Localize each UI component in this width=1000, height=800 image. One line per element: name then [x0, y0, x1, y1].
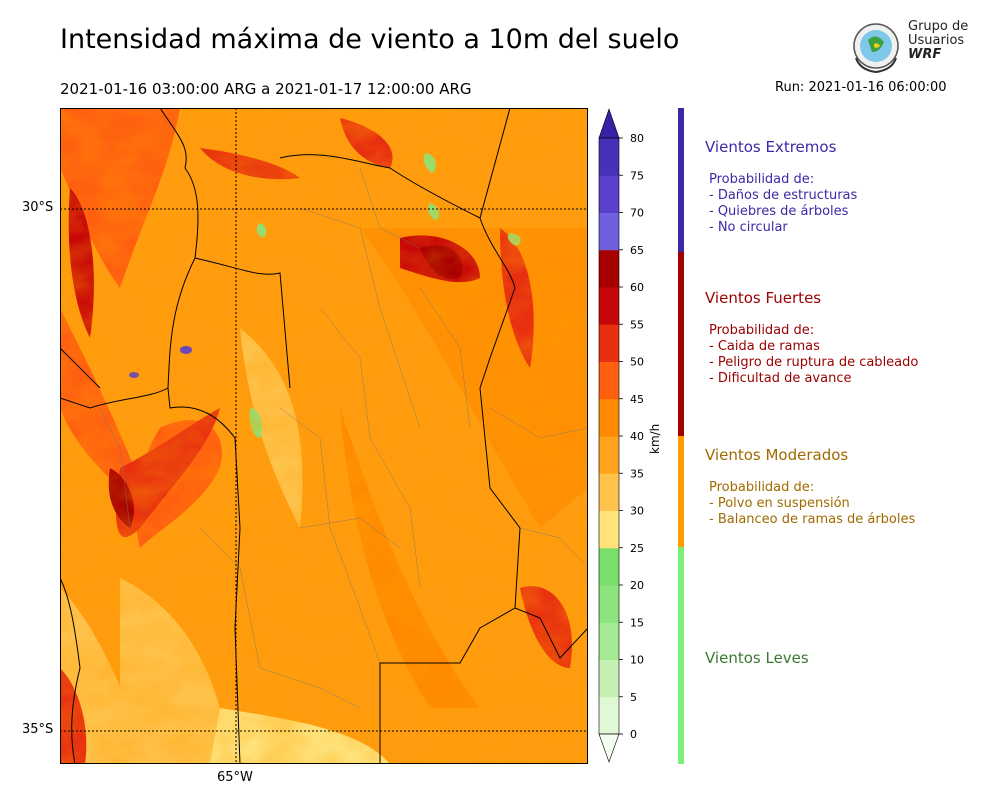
- valid-period: 2021-01-16 03:00:00 ARG a 2021-01-17 12:…: [60, 80, 472, 98]
- category-description-line: - No circular: [709, 220, 788, 235]
- logo-text: Grupo de Usuarios WRF: [908, 20, 968, 62]
- colorbar-segments: [598, 108, 620, 763]
- colorbar-tick-label: 45: [630, 393, 644, 406]
- colorbar-upper-extension: [598, 108, 620, 139]
- colorbar-segment: [599, 212, 619, 251]
- province-borders: [60, 108, 588, 764]
- colorbar-segment: [599, 361, 619, 400]
- colorbar-segment: [599, 175, 619, 213]
- category-description-line: - Quiebres de árboles: [709, 204, 849, 219]
- category-description: Probabilidad de: - Caida de ramas - Peligr…: [709, 323, 918, 387]
- colorbar-unit: km/h: [648, 423, 662, 454]
- logo-line-3: WRF: [908, 47, 942, 62]
- map-title: Intensidad máxima de viento a 10m del su…: [60, 24, 680, 55]
- lon-label-65w: 65°W: [217, 770, 253, 785]
- colorbar: 0 5 10 15 20 25 30 35 40 45 50 55 60 65 70 75 80: [598, 108, 644, 763]
- category-title: Vientos Extremos: [705, 138, 837, 156]
- grupo-wrf-logo: Grupo de Usuarios WRF: [848, 18, 978, 74]
- colorbar-segment: [599, 696, 619, 735]
- colorbar-ticks: 0 5 10 15 20 25 30 35 40 45 50 55 60 65 70 75 80: [619, 132, 644, 741]
- colorbar-segment: [599, 436, 619, 474]
- colorbar-tick-label: 55: [630, 318, 644, 331]
- colorbar-tick-label: 50: [630, 356, 644, 369]
- wind-map: [60, 108, 588, 764]
- category-description-line: - Polvo en suspensión: [709, 496, 850, 511]
- category-title: Vientos Moderados: [705, 446, 849, 464]
- colorbar-segment: [599, 249, 619, 288]
- category-color-bar: [678, 252, 684, 436]
- category-title: Vientos Leves: [705, 649, 809, 667]
- category-description-line: Probabilidad de:: [709, 172, 815, 187]
- colorbar-tick-label: 40: [630, 430, 644, 443]
- colorbar-segment: [599, 547, 619, 586]
- colorbar-tick-label: 75: [630, 169, 644, 182]
- colorbar-segment: [599, 287, 619, 325]
- colorbar-lower-extension: [598, 733, 620, 763]
- colorbar-segment: [599, 659, 619, 698]
- colorbar-segment: [599, 398, 619, 437]
- graticule: [60, 108, 588, 764]
- run-time: Run: 2021-01-16 06:00:00: [775, 80, 947, 95]
- category-description-line: - Peligro de ruptura de cableado: [709, 355, 919, 370]
- colorbar-segment: [599, 473, 619, 511]
- category-description: Probabilidad de: - Polvo en suspensión - B…: [709, 480, 915, 528]
- category-description-line: - Dificultad de avance: [709, 371, 852, 386]
- colorbar-tick-label: 10: [630, 654, 644, 667]
- colorbar-segment: [599, 622, 619, 660]
- wind-texture: [60, 108, 588, 764]
- colorbar-tick-label: 30: [630, 505, 644, 518]
- category-color-bar: [678, 108, 684, 252]
- colorbar-tick-label: 60: [630, 281, 644, 294]
- category-description-line: - Daños de estructuras: [709, 188, 858, 203]
- colorbar-segment: [599, 510, 619, 549]
- category-description-line: - Balanceo de ramas de árboles: [709, 512, 916, 527]
- colorbar-tick-label: 15: [630, 616, 644, 629]
- colorbar-tick-label: 25: [630, 542, 644, 555]
- category-color-bar: [678, 436, 684, 547]
- colorbar-tick-label: 80: [630, 132, 644, 145]
- colorbar-tick-label: 70: [630, 207, 644, 220]
- colorbar-tick-label: 35: [630, 467, 644, 480]
- department-borders: [99, 167, 588, 709]
- lat-label-30s: 30°S: [22, 200, 54, 215]
- category-description: Probabilidad de: - Daños de estructuras - …: [709, 172, 857, 236]
- colorbar-tick-label: 65: [630, 244, 644, 257]
- lat-label-35s: 35°S: [22, 722, 54, 737]
- colorbar-tick-label: 5: [630, 691, 637, 704]
- category-description-line: - Caida de ramas: [709, 339, 820, 354]
- colorbar-segment: [599, 324, 619, 362]
- category-color-bar: [678, 547, 684, 764]
- logo-line-1: Grupo de: [908, 19, 969, 34]
- category-title: Vientos Fuertes: [705, 289, 822, 307]
- category-description-line: Probabilidad de:: [709, 323, 815, 338]
- category-description-line: Probabilidad de:: [709, 480, 815, 495]
- colorbar-tick-label: 20: [630, 579, 644, 592]
- map-frame: [60, 108, 588, 764]
- colorbar-segment: [599, 138, 619, 176]
- globe-logo-icon: [853, 23, 899, 74]
- logo-line-2: Usuarios: [908, 33, 965, 48]
- colorbar-segment: [599, 585, 619, 623]
- colorbar-tick-label: 0: [630, 728, 637, 741]
